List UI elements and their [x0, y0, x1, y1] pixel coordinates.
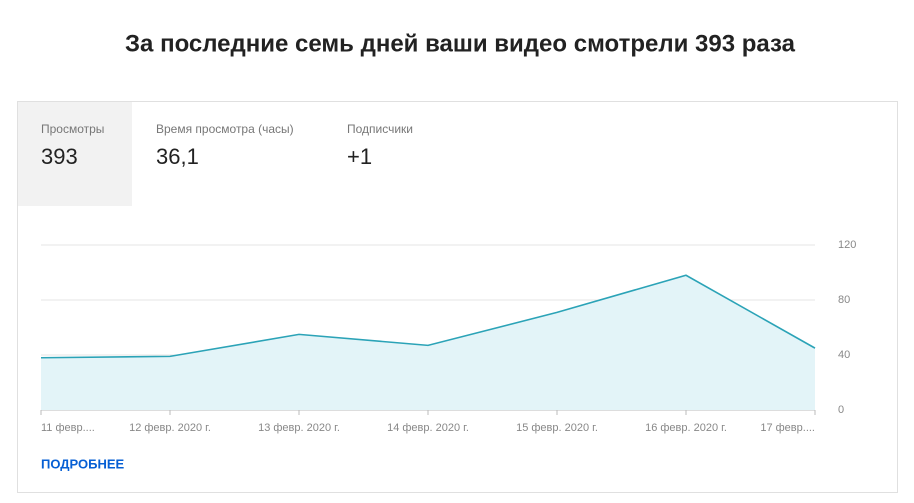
- selected-tab[interactable]: [18, 102, 132, 206]
- tab-label[interactable]: Подписчики: [347, 122, 413, 136]
- area: [41, 275, 815, 410]
- y-tick-label: 40: [838, 349, 850, 361]
- x-tick-label: 11 февр....: [41, 422, 95, 434]
- tab-label[interactable]: Время просмотра (часы): [156, 122, 294, 136]
- y-tick-label: 120: [838, 239, 856, 251]
- x-tick-label: 15 февр. 2020 г.: [516, 422, 598, 434]
- x-tick-label: 14 февр. 2020 г.: [387, 422, 469, 434]
- y-tick-label: 80: [838, 294, 850, 306]
- page-title: За последние семь дней ваши видео смотре…: [125, 30, 796, 57]
- card: [17, 101, 898, 493]
- tab-value[interactable]: 36,1: [156, 144, 199, 169]
- x-tick-label: 17 февр....: [760, 422, 815, 434]
- more-link[interactable]: ПОДРОБНЕЕ: [41, 456, 125, 471]
- tab-label[interactable]: Просмотры: [41, 122, 104, 136]
- y-tick-label: 0: [838, 404, 844, 416]
- line: [40, 274, 816, 359]
- x-tick-label: 13 февр. 2020 г.: [258, 422, 340, 434]
- x-tick-label: 12 февр. 2020 г.: [129, 422, 211, 434]
- x-tick-label: 16 февр. 2020 г.: [645, 422, 727, 434]
- tab-value[interactable]: +1: [347, 144, 372, 169]
- tab-value[interactable]: 393: [41, 144, 78, 169]
